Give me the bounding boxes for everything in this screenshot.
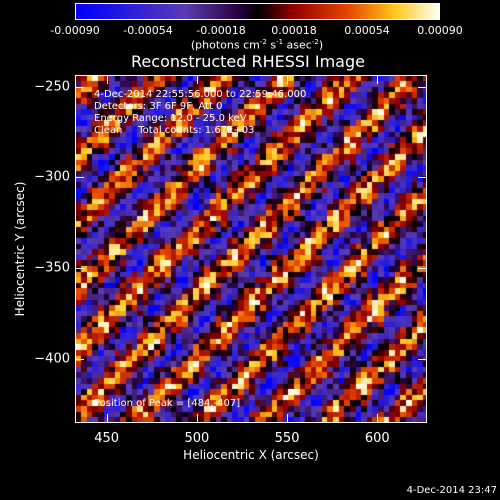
heatmap-image bbox=[76, 76, 426, 422]
x-tick-mark bbox=[377, 414, 379, 422]
x-tick-label: 600 bbox=[364, 431, 390, 446]
time-range-annotation: 4-Dec-2014 22:55:56.000 to 22:59:46.000 bbox=[94, 89, 307, 100]
clean-counts-annotation: Clean Total counts: 1.67E+03 bbox=[94, 125, 255, 136]
peak-position-annotation: Position of Peak = [484,-407] bbox=[94, 398, 241, 409]
colorbar bbox=[75, 3, 440, 20]
x-tick-mark bbox=[377, 76, 379, 84]
detectors-annotation: Detectors: 3F 6F 9F, Att 0 bbox=[94, 101, 223, 112]
colorbar-tick-label: 0.00090 bbox=[417, 24, 463, 37]
x-tick-mark bbox=[106, 76, 108, 84]
colorbar-units: (photons cm-2 s-1 asec-2) bbox=[190, 38, 324, 52]
y-tick-label: −400 bbox=[34, 351, 70, 367]
colorbar-tick-label: 0.00018 bbox=[271, 24, 317, 37]
y-tick-mark bbox=[76, 268, 84, 270]
x-tick-label: 550 bbox=[274, 431, 300, 446]
y-tick-mark bbox=[76, 86, 84, 88]
x-tick-label: 500 bbox=[184, 431, 210, 446]
x-tick-mark bbox=[106, 414, 108, 422]
y-tick-mark bbox=[418, 86, 426, 88]
x-tick-mark bbox=[287, 76, 289, 84]
y-tick-label: −350 bbox=[34, 260, 70, 276]
colorbar-tick-label: -0.00090 bbox=[50, 24, 100, 37]
x-axis-label: Heliocentric X (arcsec) bbox=[183, 448, 319, 462]
x-tick-mark bbox=[196, 414, 198, 422]
x-tick-label: 450 bbox=[94, 431, 120, 446]
colorbar-tick-label: -0.00054 bbox=[123, 24, 173, 37]
plot-frame bbox=[75, 75, 427, 423]
colorbar-tick-label: -0.00018 bbox=[196, 24, 246, 37]
y-tick-mark bbox=[76, 177, 84, 179]
x-tick-mark bbox=[287, 414, 289, 422]
y-tick-mark bbox=[418, 358, 426, 360]
y-tick-label: −300 bbox=[34, 169, 70, 185]
colorbar-tick-label: 0.00054 bbox=[344, 24, 390, 37]
chart-title: Reconstructed RHESSI Image bbox=[131, 52, 365, 71]
y-axis-label: Heliocentric Y (arcsec) bbox=[13, 181, 27, 317]
footer-date: 4-Dec-2014 23:47 bbox=[406, 485, 497, 496]
y-tick-mark bbox=[76, 358, 84, 360]
x-tick-mark bbox=[196, 76, 198, 84]
y-tick-mark bbox=[418, 177, 426, 179]
y-tick-mark bbox=[418, 268, 426, 270]
y-tick-label: −250 bbox=[34, 79, 70, 95]
energy-range-annotation: Energy Range: 12.0 - 25.0 keV bbox=[94, 113, 247, 124]
